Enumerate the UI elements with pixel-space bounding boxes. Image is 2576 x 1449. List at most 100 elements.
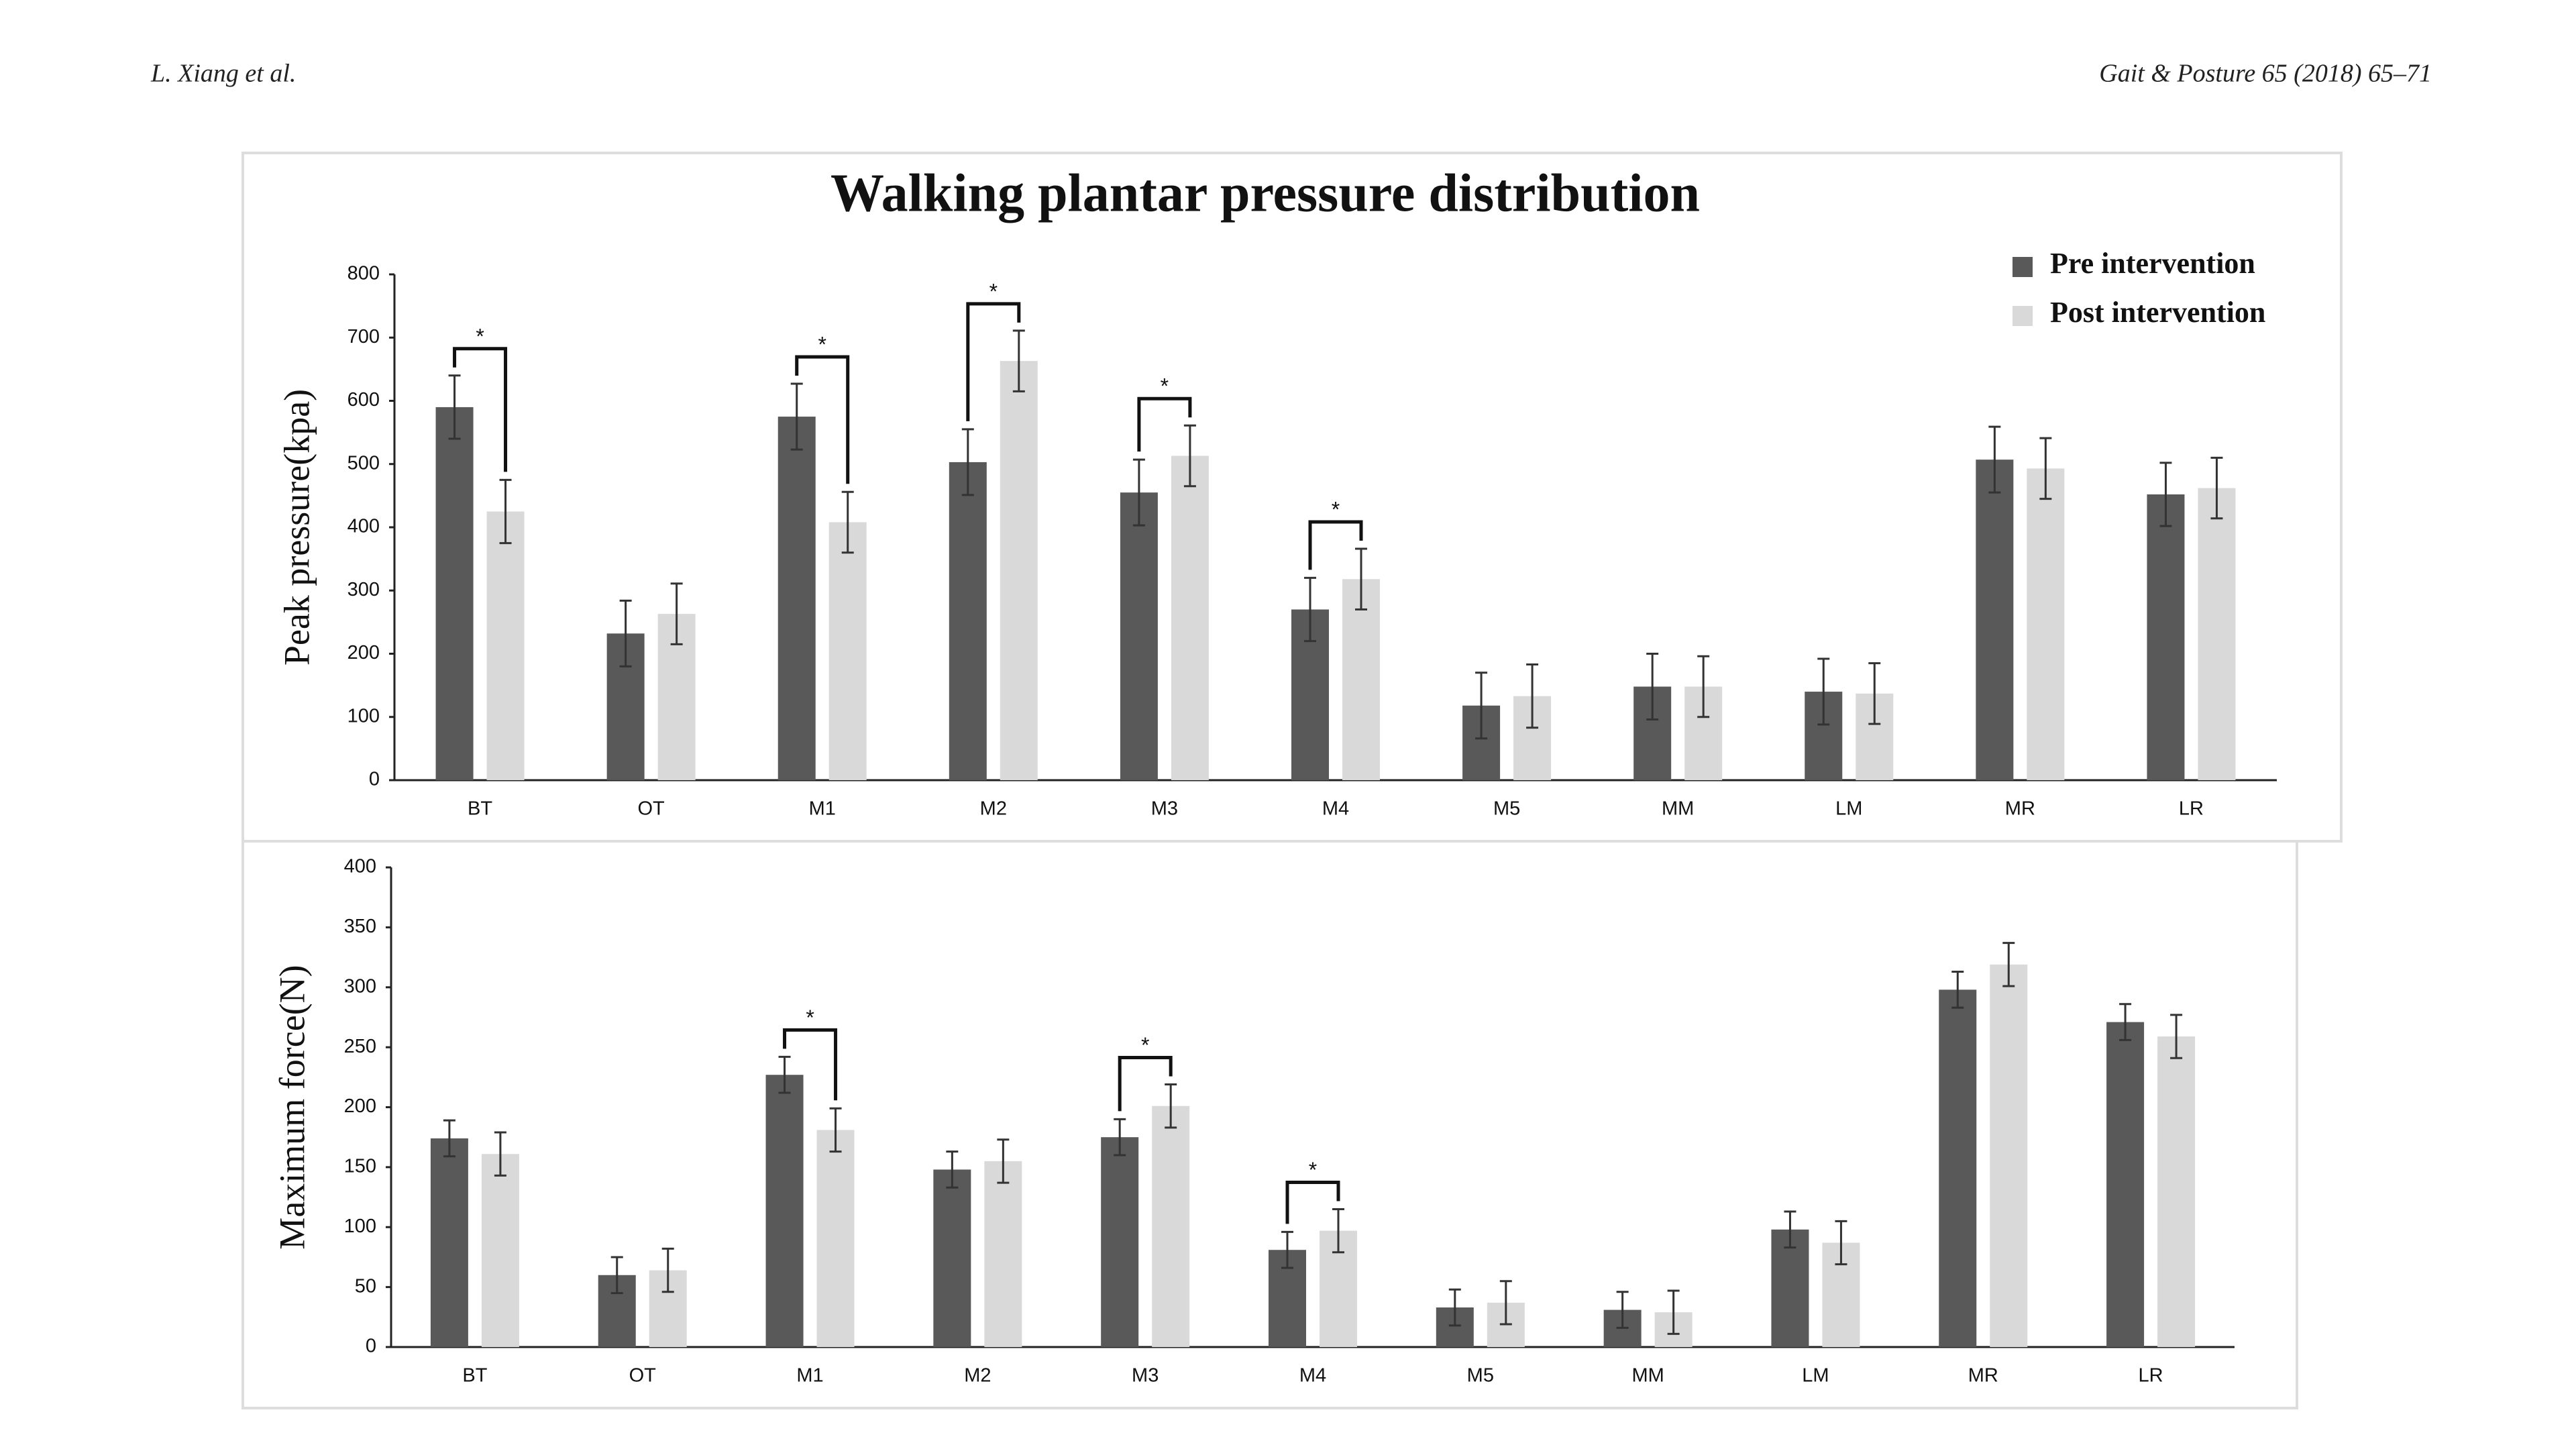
significance-label: * — [1161, 374, 1169, 398]
significance-label: * — [476, 324, 484, 348]
bar — [486, 511, 525, 780]
significance-bracket — [795, 355, 850, 484]
y-tick-label: 300 — [344, 975, 376, 997]
x-tick-label: MM — [1662, 798, 1694, 820]
y-axis-label: Peak pressure(kpa) — [276, 389, 317, 665]
x-tick-label: LR — [2179, 798, 2204, 820]
bar — [816, 1130, 855, 1347]
header-left: L. Xiang et al. — [150, 60, 296, 88]
x-tick-label: OT — [629, 1365, 657, 1387]
y-tick-label: 0 — [369, 769, 380, 790]
error-bar — [610, 1256, 623, 1295]
bar — [949, 462, 987, 780]
error-bar — [841, 490, 854, 554]
error-bar — [661, 1247, 674, 1293]
significance-label: * — [818, 333, 826, 357]
bar — [1976, 460, 2014, 780]
error-bar — [1646, 653, 1659, 721]
x-tick-label: BT — [462, 1365, 487, 1387]
error-bar — [443, 1119, 455, 1158]
legend-label: Pre intervention — [2050, 247, 2255, 280]
error-bar — [1784, 1210, 1796, 1249]
y-tick-label: 100 — [344, 1216, 376, 1237]
x-tick-label: MR — [2005, 798, 2035, 820]
x-tick-label: M5 — [1467, 1365, 1494, 1387]
error-bar — [1616, 1291, 1629, 1329]
chart-frame — [241, 840, 2298, 1409]
error-bar — [1697, 655, 1710, 718]
y-tick-label: 200 — [344, 1095, 376, 1117]
x-tick-label: LM — [1802, 1365, 1829, 1387]
bar — [1101, 1137, 1139, 1347]
error-bar — [946, 1150, 959, 1189]
error-bar — [2210, 456, 2223, 520]
x-tick-label: MM — [1631, 1365, 1664, 1387]
error-bar — [619, 599, 632, 667]
error-bar — [1183, 424, 1196, 488]
legend-label: Post intervention — [2050, 296, 2265, 329]
bar — [1771, 1229, 1809, 1347]
error-bar — [1868, 662, 1881, 725]
x-tick-label: OT — [637, 798, 665, 820]
y-tick-label: 50 — [355, 1275, 376, 1297]
y-tick-label: 400 — [347, 516, 380, 537]
y-axis-label: Maximum force(N) — [272, 965, 312, 1249]
significance-bracket — [1308, 520, 1363, 570]
significance-bracket — [783, 1028, 838, 1101]
significance-bracket — [966, 302, 1021, 421]
bar — [481, 1154, 519, 1347]
error-bar — [2170, 1014, 2183, 1059]
error-bar — [2119, 1003, 2132, 1041]
bar — [430, 1138, 468, 1347]
bar — [2027, 468, 2065, 780]
significance-label: * — [806, 1006, 814, 1030]
bar — [984, 1161, 1022, 1347]
error-bar — [1355, 547, 1367, 611]
y-tick-label: 500 — [347, 452, 380, 474]
y-tick-label: 200 — [347, 642, 380, 663]
y-tick-label: 400 — [344, 856, 376, 877]
bar — [1000, 361, 1038, 780]
significance-bracket — [1137, 396, 1192, 452]
significance-label: * — [989, 279, 998, 303]
bar — [2147, 494, 2185, 780]
significance-label: * — [1332, 497, 1340, 521]
y-tick-label: 800 — [347, 263, 380, 284]
error-bar — [2002, 942, 2015, 987]
error-bar — [1281, 1230, 1293, 1269]
x-tick-label: M4 — [1322, 798, 1349, 820]
error-bar — [1988, 425, 2001, 494]
x-tick-label: M3 — [1151, 798, 1178, 820]
y-tick-label: 0 — [366, 1336, 376, 1357]
error-bar — [1012, 329, 1025, 392]
x-tick-label: MR — [1968, 1365, 1998, 1387]
bar — [1171, 455, 1209, 780]
error-bar — [997, 1138, 1010, 1184]
x-tick-label: M1 — [809, 798, 836, 820]
error-bar — [829, 1107, 842, 1153]
x-tick-label: M2 — [980, 798, 1007, 820]
x-tick-label: M3 — [1132, 1365, 1159, 1387]
y-tick-label: 100 — [347, 705, 380, 727]
bar — [1990, 964, 2028, 1347]
x-tick-label: M1 — [796, 1365, 823, 1387]
x-tick-label: LR — [2139, 1365, 2163, 1387]
y-tick-label: 700 — [347, 326, 380, 347]
error-bar — [2039, 437, 2052, 500]
significance-bracket — [1285, 1180, 1340, 1224]
significance-label: * — [1309, 1158, 1317, 1182]
x-tick-label: M4 — [1299, 1365, 1326, 1387]
error-bar — [790, 382, 803, 451]
bar — [1939, 989, 1977, 1347]
x-tick-label: LM — [1835, 798, 1862, 820]
error-bar — [1448, 1288, 1461, 1327]
bar — [2157, 1036, 2196, 1347]
error-bar — [494, 1131, 506, 1177]
bar — [777, 417, 816, 780]
error-bar — [1304, 576, 1316, 643]
bar — [2106, 1022, 2145, 1347]
bar — [1152, 1106, 1190, 1347]
significance-bracket — [1118, 1056, 1173, 1112]
